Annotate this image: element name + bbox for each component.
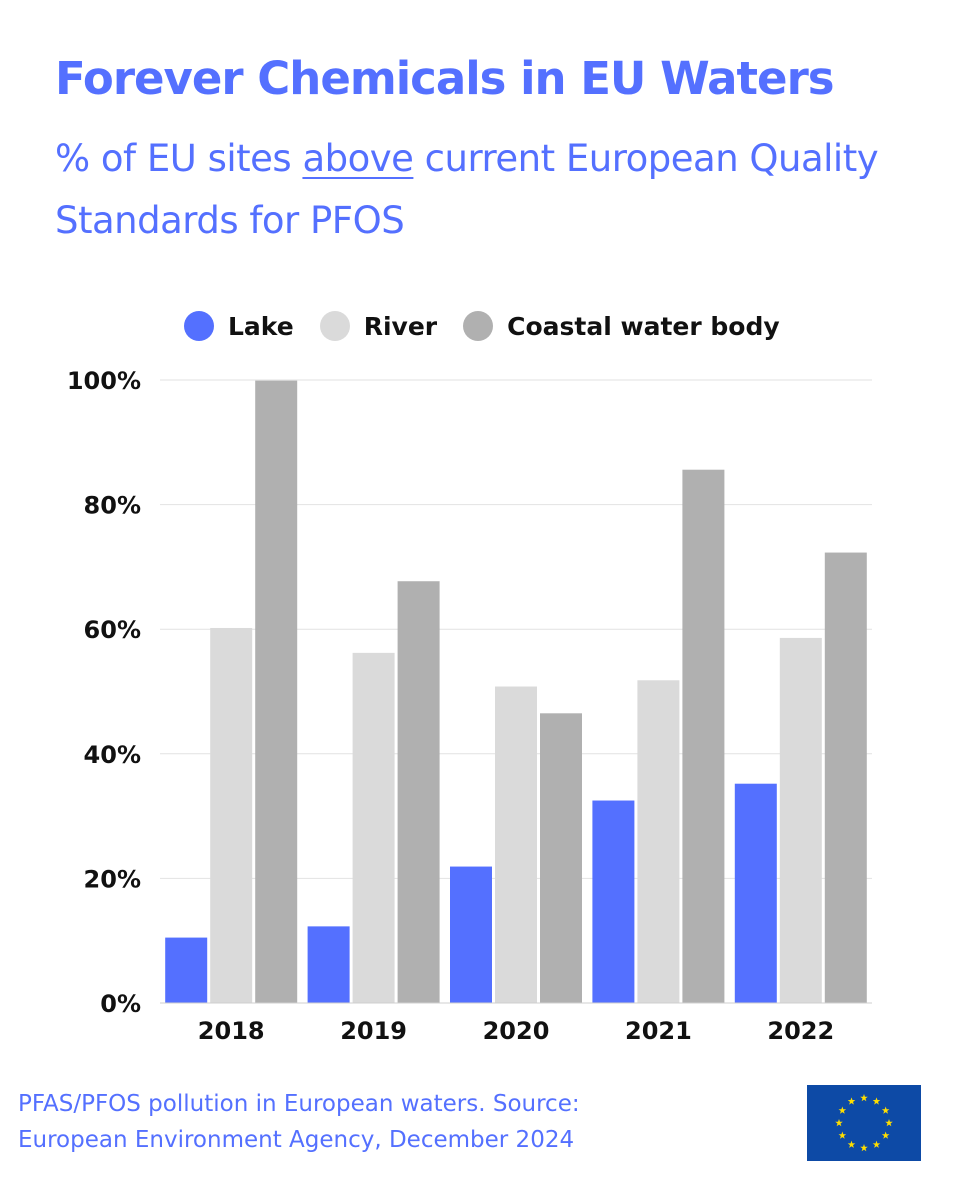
source-line-1: PFAS/PFOS pollution in European waters. …: [18, 1091, 580, 1117]
bar-coastal-water-body: [397, 581, 440, 1003]
legend-label-lake: Lake: [228, 311, 294, 341]
bar-lake: [307, 926, 350, 1003]
legend-item-coastal: Coastal water body: [463, 311, 780, 341]
star-icon: [860, 1144, 868, 1152]
star-icon: [860, 1094, 868, 1102]
subtitle-emphasis: above: [302, 137, 414, 180]
bar-lake: [450, 866, 492, 1003]
bar-coastal-water-body: [824, 552, 867, 1003]
eu-flag-stars: [835, 1094, 893, 1152]
bar-river: [210, 627, 253, 1003]
x-tick-label: 2022: [767, 1017, 834, 1045]
star-icon: [838, 1106, 847, 1114]
bar-river: [495, 686, 537, 1003]
star-icon: [885, 1119, 893, 1127]
bar-river: [637, 680, 680, 1003]
bar-lake: [165, 937, 208, 1003]
y-tick-label: 60%: [84, 616, 141, 644]
y-tick-label: 100%: [67, 367, 141, 395]
star-icon: [835, 1119, 843, 1127]
legend-swatch-lake: [184, 311, 214, 341]
bar-coastal-water-body: [255, 380, 298, 1003]
bar-coastal-water-body: [682, 469, 725, 1003]
star-icon: [872, 1140, 881, 1148]
x-tick-label: 2021: [625, 1017, 692, 1045]
bar-chart: 0% 20% 40% 60% 80% 100% 2018 2019 2020 2021 2022: [67, 367, 872, 1045]
star-icon: [838, 1131, 847, 1139]
subtitle-part-2: current European Quality Standards for P…: [55, 137, 879, 242]
x-tick-label: 2020: [483, 1017, 550, 1045]
chart-title: Forever Chemicals in EU Waters: [55, 52, 835, 105]
y-tick-label: 0%: [100, 990, 141, 1018]
star-icon: [872, 1097, 881, 1105]
legend-swatch-river: [319, 311, 350, 341]
eu-flag-icon: [807, 1085, 921, 1161]
chart-subtitle: % of EU sites above current European Qua…: [55, 128, 915, 252]
star-icon: [881, 1131, 890, 1139]
star-icon: [847, 1140, 856, 1148]
bar-river: [779, 637, 822, 1003]
subtitle-part-1: % of EU sites: [55, 137, 303, 180]
y-tick-label: 40%: [84, 741, 141, 769]
x-tick-label: 2018: [198, 1017, 265, 1045]
legend-item-lake: Lake: [184, 311, 294, 341]
star-icon: [881, 1106, 890, 1114]
legend-label-coastal: Coastal water body: [507, 311, 780, 341]
source-line-2: European Environment Agency, December 20…: [18, 1127, 575, 1153]
bar-coastal-water-body: [540, 713, 582, 1003]
source-note: PFAS/PFOS pollution in European waters. …: [18, 1086, 580, 1158]
legend-swatch-coastal: [463, 311, 494, 341]
bar-lake: [592, 800, 635, 1003]
bar-lake: [734, 783, 777, 1003]
y-tick-label: 20%: [84, 865, 141, 893]
star-icon: [847, 1097, 856, 1105]
chart-legend: Lake River Coastal water body: [184, 306, 806, 346]
legend-label-river: River: [363, 311, 438, 341]
bar-river: [352, 652, 395, 1003]
x-tick-label: 2019: [340, 1017, 407, 1045]
legend-item-river: River: [319, 311, 438, 341]
y-tick-label: 80%: [84, 492, 141, 520]
